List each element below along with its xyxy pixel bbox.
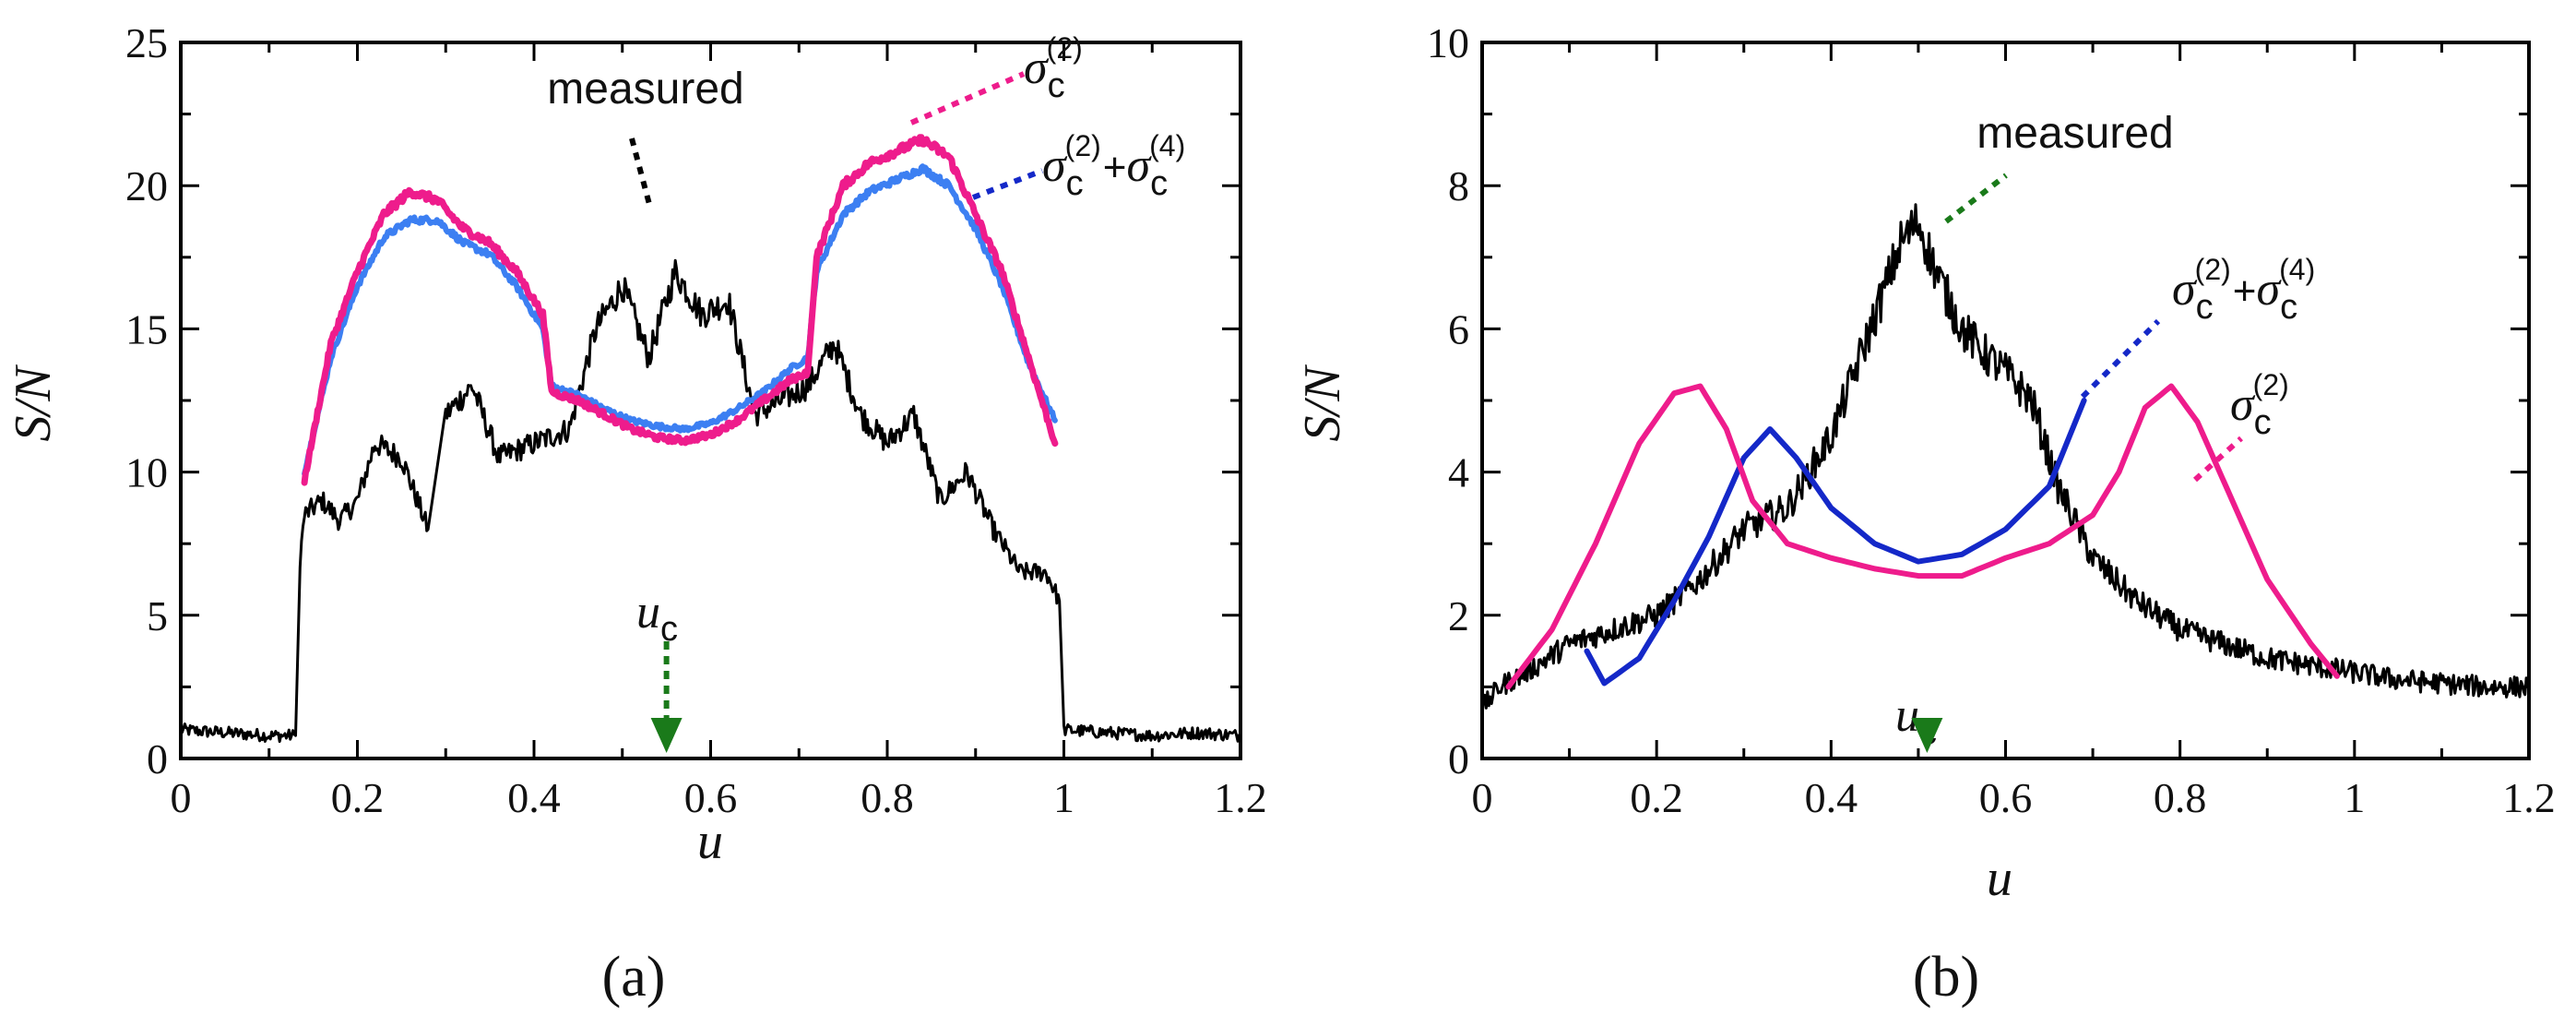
ylabel-b: S/N xyxy=(1294,364,1351,442)
ytick-label: 5 xyxy=(147,592,168,639)
ytick-label: 25 xyxy=(125,19,168,66)
xlabel-a: u xyxy=(697,813,723,870)
leader-measured-b xyxy=(1944,173,2008,224)
xtick-label: 0.6 xyxy=(1979,774,2033,821)
ytick-label: 0 xyxy=(1448,735,1469,782)
xtick-label: 0 xyxy=(1472,774,1493,821)
annotation-sigma2-b: σc(2) xyxy=(2230,368,2289,442)
series-line-sigma2-plus-sigma4-b xyxy=(1584,398,2087,687)
xtick-label: 1.2 xyxy=(2502,774,2556,821)
xtick-label: 0.4 xyxy=(1805,774,1858,821)
leader-sigma24-b xyxy=(2080,318,2161,400)
ylabel-a: S/N xyxy=(5,364,62,442)
series-group-b xyxy=(1480,203,2531,717)
annotation-measured-b: measured xyxy=(1977,109,2173,158)
xtick-label: 0.8 xyxy=(2154,774,2207,821)
series-line-measured-b xyxy=(1480,203,2531,717)
ticks-b: 0 0.2 0.4 0.6 0.8 1 1.2 0 2 4 6 8 10 xyxy=(1427,19,2556,821)
leader-sigma24-a xyxy=(971,168,1044,200)
xtick-label: 0.2 xyxy=(331,774,385,821)
xtick-label: 0 xyxy=(171,774,192,821)
chart-panel-b: 0 0.2 0.4 0.6 0.8 1 1.2 0 2 4 6 8 10 S/N u (b) measu… xyxy=(1294,19,2556,1009)
series-line-sigma2-b xyxy=(1505,383,2340,690)
series-line-sigma2-a xyxy=(301,134,1059,486)
panel-label-b: (b) xyxy=(1913,946,1979,1009)
ytick-label: 15 xyxy=(125,305,168,352)
ytick-label: 4 xyxy=(1448,449,1469,496)
xtick-label: 0.6 xyxy=(684,774,738,821)
series-line-sigma2-plus-sigma4-a xyxy=(302,163,1058,477)
xtick-label: 1 xyxy=(1053,774,1074,821)
xtick-label: 1.2 xyxy=(1214,774,1267,821)
leader-sigma2-b xyxy=(2192,436,2244,483)
chart-panel-a: 0 0.2 0.4 0.6 0.8 1 1.2 0 5 10 15 20 25 S/N u (a) me… xyxy=(5,19,1267,1009)
uc-arrow-head xyxy=(650,718,683,753)
annotation-measured-a: measured xyxy=(547,65,743,113)
annotation-sigma24-a: σc(2)+σc(4) xyxy=(1042,129,1185,203)
annotation-sigma2-a: σc(2) xyxy=(1024,31,1083,105)
uc-arrow-b xyxy=(1911,718,1943,753)
ytick-label: 6 xyxy=(1448,305,1469,352)
annotation-sigma24-b: σc(2)+σc(4) xyxy=(2172,253,2315,327)
ticks-a: 0 0.2 0.4 0.6 0.8 1 1.2 0 5 10 15 20 25 xyxy=(125,19,1267,821)
leader-sigma2-a xyxy=(909,71,1026,125)
series-group-a xyxy=(179,134,1242,744)
ytick-label: 2 xyxy=(1448,592,1469,639)
xtick-label: 0.8 xyxy=(861,774,914,821)
xtick-label: 1 xyxy=(2344,774,2365,821)
annotation-uc-a: uc xyxy=(636,586,678,649)
ytick-label: 8 xyxy=(1448,162,1469,209)
xlabel-b: u xyxy=(1987,850,2012,907)
ytick-label: 10 xyxy=(1427,19,1469,66)
series-line-measured-a xyxy=(179,258,1242,744)
panel-label-a: (a) xyxy=(602,946,666,1009)
uc-arrow-head xyxy=(1911,718,1943,753)
xtick-label: 0.4 xyxy=(507,774,561,821)
ytick-label: 0 xyxy=(147,735,168,782)
uc-arrow-a xyxy=(650,641,683,753)
leader-measured-a xyxy=(629,137,653,209)
ytick-label: 10 xyxy=(125,449,168,496)
ytick-label: 20 xyxy=(125,162,168,209)
xtick-label: 0.2 xyxy=(1630,774,1683,821)
